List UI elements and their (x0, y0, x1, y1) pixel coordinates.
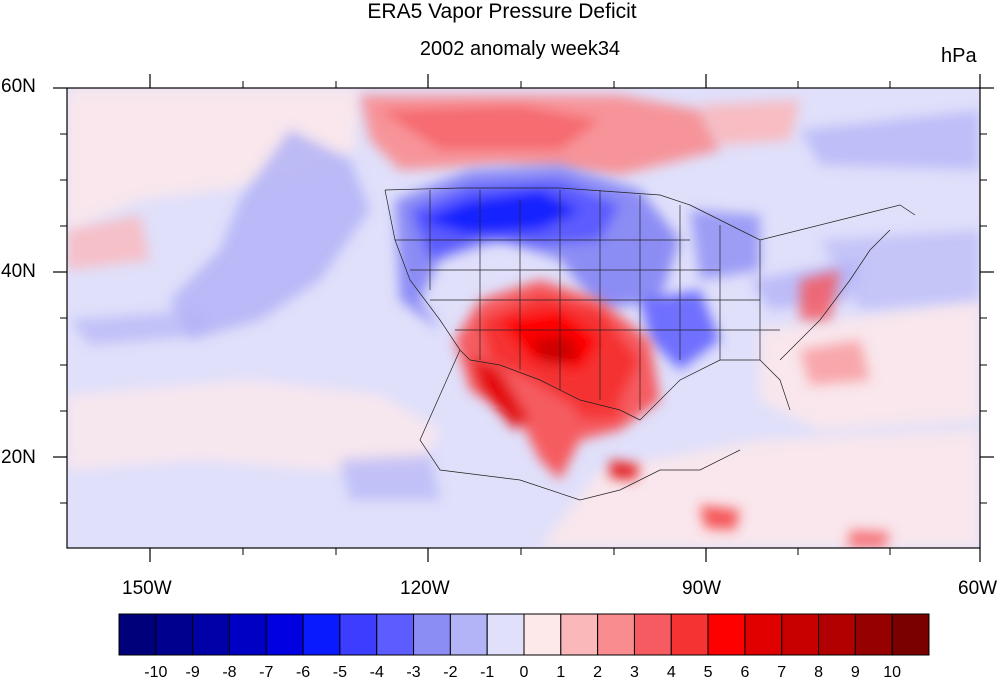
colorbar-tick-label: -1 (480, 664, 494, 681)
colorbar-swatch (854, 613, 893, 656)
colorbar-tick-label: -4 (370, 664, 384, 681)
colorbar-tick-label: 1 (556, 664, 565, 681)
lat-label-60n: 60N (1, 76, 36, 97)
lon-label-90w: 90W (682, 578, 722, 599)
colorbar-swatch (670, 613, 709, 656)
colorbar-swatch (891, 613, 930, 656)
colorbar-swatch (118, 613, 157, 656)
axis-ticks (53, 74, 994, 562)
map-title: ERA5 Vapor Pressure Deficit (367, 0, 637, 23)
colorbar-tick-label: 4 (667, 664, 676, 681)
colorbar-swatch (339, 613, 378, 656)
colorbar-swatch (192, 613, 230, 656)
colorbar-tick-label: -10 (144, 664, 167, 681)
colorbar-swatch (228, 613, 267, 656)
colorbar-swatch (413, 613, 451, 656)
colorbar-tick-label: 10 (883, 664, 901, 681)
vpd-anomaly-field (67, 88, 980, 548)
colorbar-swatch (486, 613, 525, 656)
colorbar-tick-label: 3 (630, 664, 639, 681)
lon-label-150w: 150W (122, 578, 172, 599)
colorbar-swatch (523, 613, 562, 656)
colorbar-tick-label: 2 (593, 664, 602, 681)
colorbar-tick-label: 0 (520, 664, 529, 681)
colorbar-tick-label: -3 (406, 664, 420, 681)
colorbar-swatch (265, 613, 304, 656)
colorbar-swatch (560, 613, 599, 656)
lat-label-40n: 40N (1, 261, 36, 282)
colorbar-tick-label: 6 (740, 664, 749, 681)
lon-label-120w: 120W (400, 578, 450, 599)
lat-label-20n: 20N (1, 447, 36, 468)
colorbar-swatch (597, 613, 635, 656)
colorbar-tick-label: 5 (704, 664, 713, 681)
colorbar-swatch (818, 613, 856, 656)
colorbar-swatch (744, 613, 783, 656)
colorbar-tick-label: -2 (443, 664, 457, 681)
colorbar-tick-label: 8 (814, 664, 823, 681)
minor-ticks (60, 81, 987, 555)
colorbar-tick-label: -9 (186, 664, 200, 681)
colorbar-tick-label: -7 (259, 664, 273, 681)
colorbar-swatch (155, 613, 194, 656)
lon-label-60w: 60W (958, 578, 998, 599)
colorbar-swatch (707, 613, 746, 656)
colorbar-swatch (302, 613, 341, 656)
colorbar-tick-label: 9 (851, 664, 860, 681)
colorbar-swatch (449, 613, 488, 656)
units-label: hPa (941, 45, 977, 67)
colorbar-tick-label: -6 (296, 664, 310, 681)
colorbar-tick-label: 7 (777, 664, 786, 681)
colorbar-swatch (781, 613, 820, 656)
colorbar-tick-label: -8 (222, 664, 236, 681)
colorbar: -10 -9 -8 -7 -6 -5 -4 -3 -2 -1 0 1 2 3 4 5 6 7 8 9 10 (118, 613, 930, 681)
colorbar-tick-label: -5 (333, 664, 347, 681)
map-subtitle: 2002 anomaly week34 (419, 38, 621, 60)
state-boundaries (384, 187, 916, 501)
colorbar-swatch (633, 613, 672, 656)
colorbar-swatch (376, 613, 415, 656)
